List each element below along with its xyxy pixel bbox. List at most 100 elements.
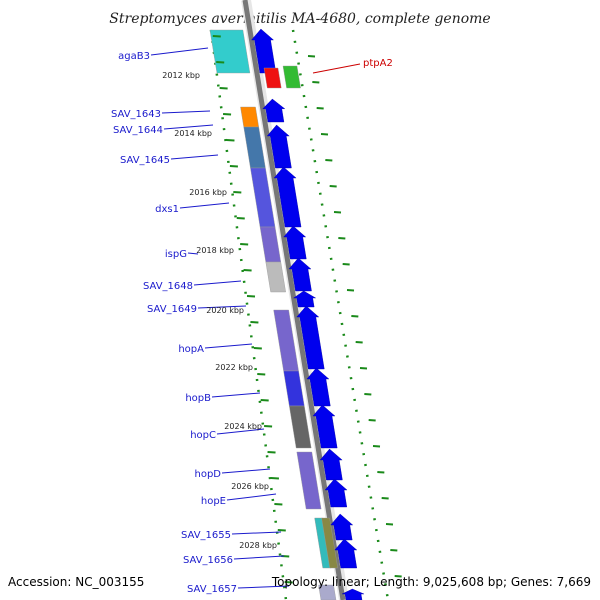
scale-tick [312,81,320,84]
gene-block-hopd [296,451,322,510]
gene-label-hopc[interactable]: hopC [190,430,216,441]
gene-block-ptpa2 [263,67,282,89]
gene-label-ptpa2[interactable]: ptpA2 [363,58,393,69]
scale-tick [264,425,273,428]
gene-block-sav-1657 [318,584,337,600]
gene-block-sav-1645 [243,126,266,169]
gene-label-sav-1655[interactable]: SAV_1655 [181,530,231,541]
scale-tick [381,497,389,500]
label-leaders [150,47,361,589]
leader-line [226,493,277,501]
coordinate-label: 2014 kbp [174,129,212,138]
scale-tick [372,445,381,448]
coordinate-label: 2026 kbp [231,482,269,491]
scale-tick [233,191,242,194]
scale-tick [394,575,402,578]
scale-tick [246,295,256,298]
scale-tick [236,217,245,220]
strand-arrow [262,98,286,123]
gene-block-ispg [259,226,282,263]
gene-label-sav-1656[interactable]: SAV_1656 [183,555,233,566]
scale-tick [212,35,221,38]
scale-tick [222,113,232,116]
leader-line [187,252,199,255]
leader-line [170,154,219,160]
coordinate-label: 2012 kbp [162,71,200,80]
leader-line [231,531,282,535]
gene-block-sav-1648 [265,261,286,293]
leader-line [216,428,265,435]
scale-tick [216,61,225,64]
scale-tick [325,159,333,162]
coordinate-label: 2024 kbp [224,422,262,431]
gene-block-hopb [283,370,305,407]
leader-line [211,392,261,398]
gene-label-hopd[interactable]: hopD [194,469,221,480]
scale-tick [390,549,398,552]
scale-tick [346,289,355,292]
scale-tick [257,373,266,376]
left-strand-features [209,28,365,600]
coordinate-labels: 2012 kbp 2014 kbp 2016 kbp 2018 kbp 2020 kbp… [162,71,277,550]
gene-label-hopb[interactable]: hopB [185,393,211,404]
gene-block-right-2 [282,65,301,89]
scale-tick [385,523,394,526]
genome-summary-text: Topology: linear; Length: 9,025,608 bp; … [271,575,591,589]
scale-tick [267,451,276,454]
scale-tick [284,581,293,584]
strand-arrow [334,538,358,569]
leader-line [233,555,285,560]
gene-label-sav-1657[interactable]: SAV_1657 [187,584,237,595]
scale-tick [333,211,342,214]
scale-tick [240,243,249,246]
gene-label-sav-1643[interactable]: SAV_1643 [111,109,161,120]
coordinate-label: 2028 kbp [239,541,277,550]
scale-tick [342,263,350,266]
scale-tick [329,185,337,188]
leader-line [197,305,247,309]
scale-tick [307,55,316,58]
gene-label-ispg[interactable]: ispG [165,249,187,260]
leader-line [237,585,290,589]
scale-tick [260,399,269,402]
scale-tick [359,367,368,370]
coordinate-label: 2018 kbp [196,246,234,255]
gene-block-sav-1643 [240,106,259,128]
scale-tick [219,87,228,90]
gene-label-hopa[interactable]: hopA [178,344,204,355]
gene-label-dxs1[interactable]: dxs1 [155,204,179,215]
scale-tick [253,347,262,350]
gene-label-sav-1649[interactable]: SAV_1649 [147,304,197,315]
scale-tick [355,341,363,344]
leader-line [312,63,361,74]
scale-tick [377,471,385,474]
scale-tick [364,393,372,396]
strand-arrow [312,404,338,449]
gene-labels: agaB3 SAV_1643 SAV_1644 SAV_1645 dxs1 ispG SAV… [111,51,393,595]
scale-tick [243,269,252,272]
right-strand-features [263,65,301,89]
leader-line [221,468,271,474]
gene-label-agab3[interactable]: agaB3 [118,51,150,62]
leader-line [193,280,242,286]
leader-line [150,47,209,56]
scale-tick [229,165,238,168]
gene-label-hope[interactable]: hopE [201,496,226,507]
strand-arrow [341,588,365,600]
scale-tick [316,107,324,110]
scale-tick [351,315,359,318]
scale-tick [226,139,235,142]
scale-tick [250,321,259,324]
scale-tick [338,237,346,240]
scale-tick [270,477,280,480]
gene-block-sav-1656 [321,517,339,569]
gene-label-sav-1644[interactable]: SAV_1644 [113,125,163,136]
leader-line [204,343,253,349]
strand-arrow [324,478,348,508]
map-title: Streptomyces avermitilis MA-4680, comple… [109,11,490,27]
scale-tick [277,529,286,532]
backbone [242,0,346,600]
gene-label-sav-1645[interactable]: SAV_1645 [120,155,170,166]
gene-label-sav-1648[interactable]: SAV_1648 [143,281,193,292]
